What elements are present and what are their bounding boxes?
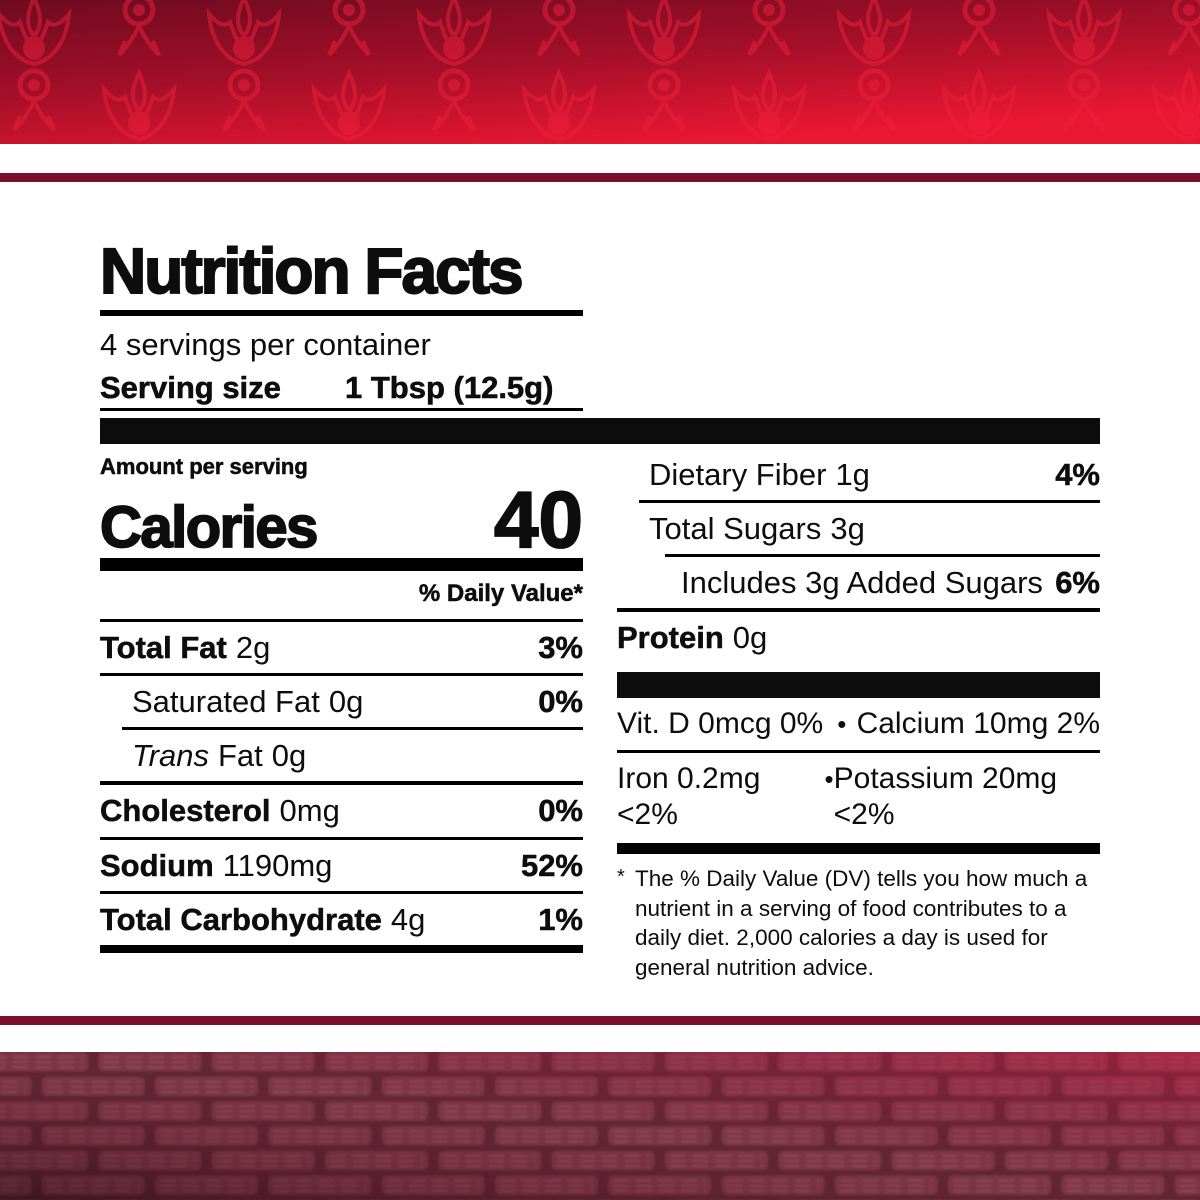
- nutrition-facts-title: Nutrition Facts: [99, 235, 525, 308]
- amount-per-serving-label: Amount per serving: [100, 453, 308, 480]
- row-total-sugars: Total Sugars 3g: [649, 511, 865, 547]
- hairline: [100, 618, 583, 622]
- iron-value: Iron 0.2mg <2%: [617, 761, 761, 831]
- row-protein: Protein 0g: [617, 620, 768, 656]
- woven-fabric-texture: [0, 1052, 1200, 1200]
- nutrition-facts-panel: Nutrition Facts 4 servings per container…: [0, 182, 1200, 1016]
- row-total-carbohydrate: Total Carbohydrate 4g 1%: [100, 901, 583, 938]
- section-divider-bar: [100, 417, 1100, 444]
- calories-value: 40: [493, 474, 584, 564]
- hairline: [639, 500, 1100, 504]
- serving-size-label: Serving size: [100, 370, 282, 406]
- hairline: [100, 673, 583, 677]
- calories-divider-bar: [100, 557, 583, 571]
- row-cholesterol: Cholesterol 0mg 0%: [100, 793, 583, 829]
- hairline: [100, 890, 583, 894]
- row-saturated-fat: Saturated Fat 0g 0%: [132, 684, 583, 720]
- hairline: [100, 836, 583, 840]
- bullet-separator: •: [824, 763, 834, 794]
- nutrition-label: Nutrition Facts 4 servings per container…: [99, 182, 1100, 983]
- row-trans-fat: Trans Fat 0g: [132, 738, 307, 774]
- row-dietary-fiber: Dietary Fiber 1g 4%: [649, 456, 1100, 493]
- servings-per-container: 4 servings per container: [100, 327, 431, 363]
- top-divider-stripe: [0, 173, 1200, 182]
- title-rule: [100, 310, 583, 317]
- calories-label: Calories: [99, 494, 319, 561]
- label-columns: Amount per serving Calories 40 % Daily V…: [99, 444, 1100, 983]
- row-sodium: Sodium 1190mg 52%: [100, 847, 583, 883]
- bottom-divider-stripe: [0, 1016, 1200, 1025]
- calcium-value: Calcium 10mg 2%: [856, 706, 1100, 740]
- label-header: Nutrition Facts 4 servings per container…: [99, 235, 583, 411]
- hairline: [665, 554, 1100, 558]
- bullet-separator: •: [837, 708, 847, 739]
- footnote-marker: *: [617, 865, 625, 888]
- serving-size-value: 1 Tbsp (12.5g): [345, 370, 554, 406]
- header-hairline: [100, 407, 583, 411]
- row-iron-potassium: Iron 0.2mg <2% • Potassium 20mg <2%: [617, 753, 1100, 841]
- group-separator: [617, 608, 1100, 613]
- decorative-top-banner: [0, 0, 1200, 144]
- micronutrient-divider-bar: [617, 671, 1100, 698]
- hairline: [122, 727, 583, 731]
- decorative-bottom-banner: [0, 1052, 1200, 1200]
- row-total-fat: Total Fat 2g 3%: [100, 629, 583, 666]
- label-column-right: Dietary Fiber 1g 4% Total Sugars 3g Incl…: [617, 444, 1100, 983]
- row-vitamin-d-calcium: Vit. D 0mcg 0% • Calcium 10mg 2%: [617, 698, 1100, 750]
- row-added-sugars: Includes 3g Added Sugars 6%: [681, 565, 1100, 601]
- footnote-divider-bar: [617, 842, 1100, 854]
- footnote-text: The % Daily Value (DV) tells you how muc…: [635, 865, 1088, 981]
- thai-flame-pattern: [0, 0, 1200, 144]
- calories-row: Calories 40: [99, 478, 584, 560]
- serving-size-row: Serving size 1 Tbsp (12.5g): [100, 369, 583, 408]
- potassium-value: Potassium 20mg <2%: [833, 761, 1058, 831]
- column-end-bar: [100, 945, 583, 954]
- label-column-left: Amount per serving Calories 40 % Daily V…: [99, 444, 584, 983]
- group-separator: [100, 781, 583, 786]
- hairline: [617, 749, 1100, 753]
- daily-value-header: % Daily Value*: [418, 579, 584, 608]
- vitamin-d-value: Vit. D 0mcg 0%: [617, 706, 824, 740]
- daily-value-footnote: * The % Daily Value (DV) tells you how m…: [617, 864, 1100, 984]
